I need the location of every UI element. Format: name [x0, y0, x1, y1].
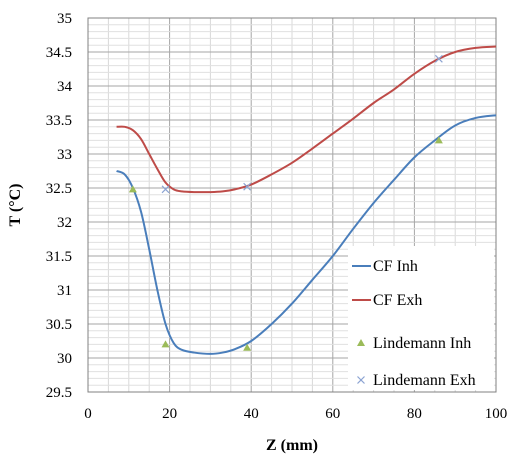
legend-swatch	[357, 376, 365, 384]
legend-swatch	[357, 339, 365, 346]
y-tick-label: 35	[57, 11, 72, 27]
legend: CF Inh CF Exh Lindemann Inh Lindemann Exh	[348, 246, 494, 390]
legend-label: CF Exh	[373, 292, 422, 309]
data-point-triangle	[434, 136, 443, 144]
x-tick-label: 100	[485, 406, 508, 422]
series-lindemann-inh	[128, 136, 443, 351]
series-cf-inh	[116, 114, 497, 355]
data-point-triangle	[161, 340, 170, 348]
y-tick-label: 34.5	[46, 45, 72, 61]
series-cf-exh	[116, 45, 497, 194]
x-tick-label: 20	[162, 406, 177, 422]
legend-item: CF Exh	[352, 292, 422, 309]
x-tick-labels: 0 20 40 60 80 100	[84, 406, 507, 422]
y-tick-label: 31	[57, 283, 72, 299]
y-tick-label: 32	[57, 215, 72, 231]
legend-item: Lindemann Exh	[357, 372, 476, 389]
series-layer	[116, 45, 497, 355]
x-tick-label: 80	[407, 406, 422, 422]
y-tick-label: 31.5	[46, 249, 72, 265]
data-point-triangle	[128, 185, 137, 193]
data-point-triangle	[243, 343, 252, 351]
legend-background	[348, 246, 494, 390]
series-line	[116, 114, 497, 355]
legend-label: Lindemann Exh	[373, 372, 476, 389]
y-tick-label: 34	[57, 79, 73, 95]
y-tick-labels: 29.5 30 30.5 31 31.5 32 32.5 33 33.5 34 34.5 35	[46, 11, 73, 401]
legend-item: CF Inh	[352, 258, 418, 275]
x-tick-label: 60	[325, 406, 340, 422]
y-tick-label: 29.5	[46, 385, 72, 401]
data-point-cross	[434, 54, 443, 63]
x-tick-label: 0	[84, 406, 92, 422]
x-axis-title: Z (mm)	[266, 437, 318, 454]
data-point-cross	[243, 182, 252, 191]
y-tick-label: 30.5	[46, 317, 72, 333]
series-lindemann-exh	[161, 54, 443, 194]
y-tick-label: 30	[57, 351, 72, 367]
y-tick-label: 32.5	[46, 181, 72, 197]
y-tick-label: 33	[57, 147, 72, 163]
legend-item: Lindemann Inh	[357, 335, 471, 352]
legend-label: Lindemann Inh	[373, 335, 471, 352]
data-point-cross	[161, 185, 170, 194]
y-tick-label: 33.5	[46, 113, 72, 129]
series-line	[116, 45, 497, 194]
x-tick-label: 40	[244, 406, 259, 422]
plot-frame	[87, 17, 497, 393]
legend-label: CF Inh	[373, 258, 418, 275]
y-axis-title: T (°C)	[7, 184, 24, 227]
